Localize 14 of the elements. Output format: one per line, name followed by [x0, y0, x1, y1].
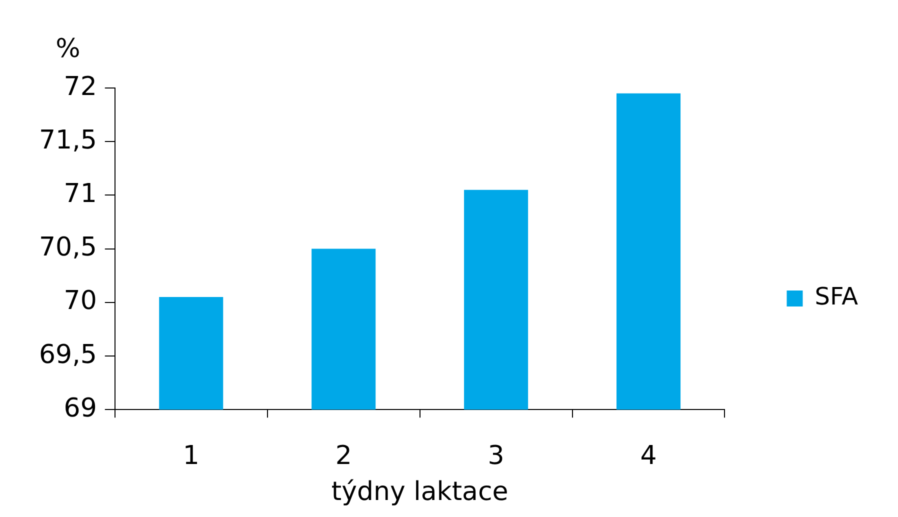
x-tick-label: 3	[488, 440, 504, 471]
y-tick-label: 70,5	[39, 232, 97, 263]
y-tick-label: 69	[64, 393, 97, 424]
x-tick-label: 1	[182, 440, 200, 471]
y-tick-label: 70	[64, 286, 97, 316]
y-axis-title: %	[56, 34, 80, 64]
y-tick-label: 71	[64, 178, 97, 209]
y-tick-label: 72	[64, 72, 97, 102]
y-tick-label: 69,5	[39, 340, 97, 370]
y-tick-label: 71,5	[39, 125, 97, 156]
x-tick-label: 4	[640, 440, 657, 471]
x-tick-label: 2	[335, 440, 352, 471]
legend-label: SFA	[814, 282, 859, 311]
x-axis-title: týdny laktace	[331, 477, 508, 508]
